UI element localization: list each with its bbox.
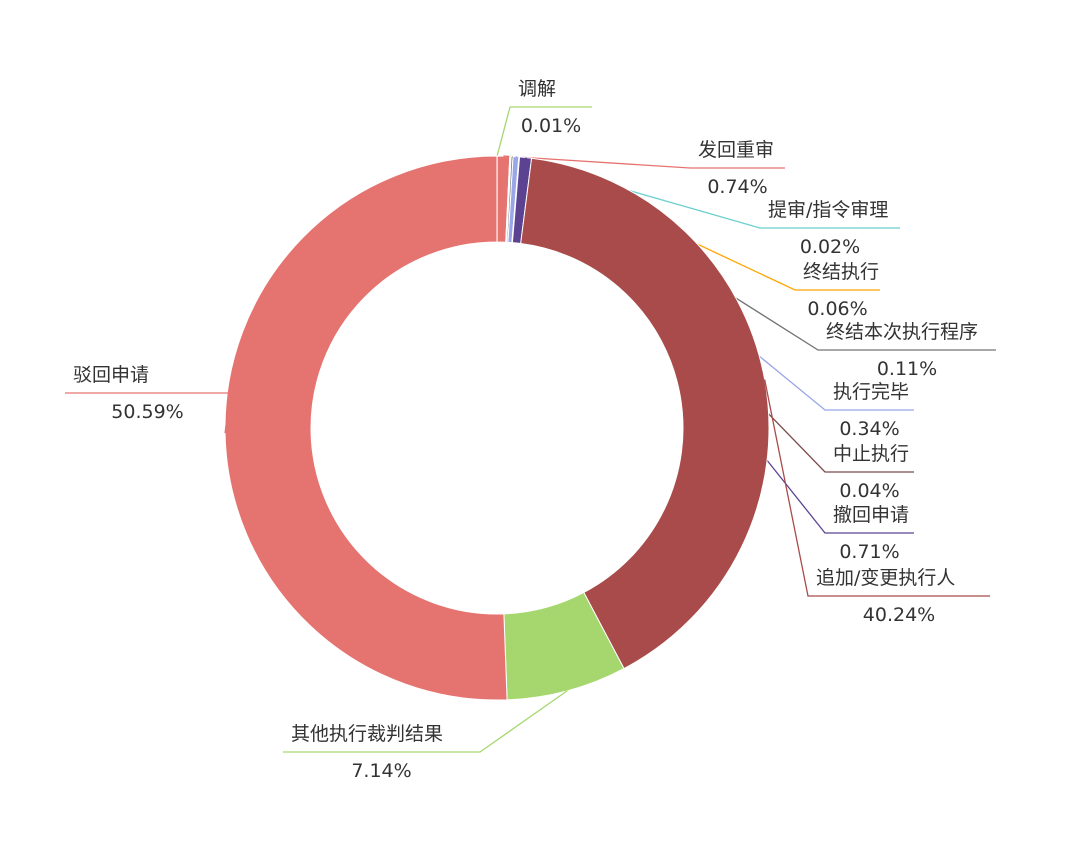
slice-value-label: 0.04% <box>839 480 899 502</box>
slice-label: 追加/变更执行人 <box>816 567 955 589</box>
slice-value-label: 0.34% <box>839 418 899 440</box>
slice-label: 终结本次执行程序 <box>826 321 978 343</box>
slice-value-label: 0.11% <box>877 358 937 380</box>
slice-value-label: 0.71% <box>839 541 899 563</box>
slice-value-label: 0.74% <box>707 176 767 198</box>
slice-label: 终结执行 <box>803 261 879 283</box>
donut-slice <box>225 156 507 700</box>
slice-value-label: 0.06% <box>807 298 867 320</box>
slice-value-label: 7.14% <box>351 760 411 782</box>
slice-value-label: 0.01% <box>521 115 581 137</box>
slice-value-label: 50.59% <box>111 401 183 423</box>
slice-value-label: 40.24% <box>863 604 935 626</box>
slice-label: 调解 <box>518 78 556 100</box>
slice-label: 提审/指令审理 <box>768 199 888 221</box>
slice-label: 中止执行 <box>833 443 909 465</box>
slice-label: 执行完毕 <box>833 381 909 403</box>
slice-value-label: 0.02% <box>800 236 860 258</box>
slice-label: 驳回申请 <box>73 364 149 386</box>
slice-label: 其他执行裁判结果 <box>291 723 443 745</box>
slice-label: 撤回申请 <box>833 504 909 526</box>
slice-label: 发回重审 <box>698 139 774 161</box>
donut-slice <box>521 158 769 668</box>
